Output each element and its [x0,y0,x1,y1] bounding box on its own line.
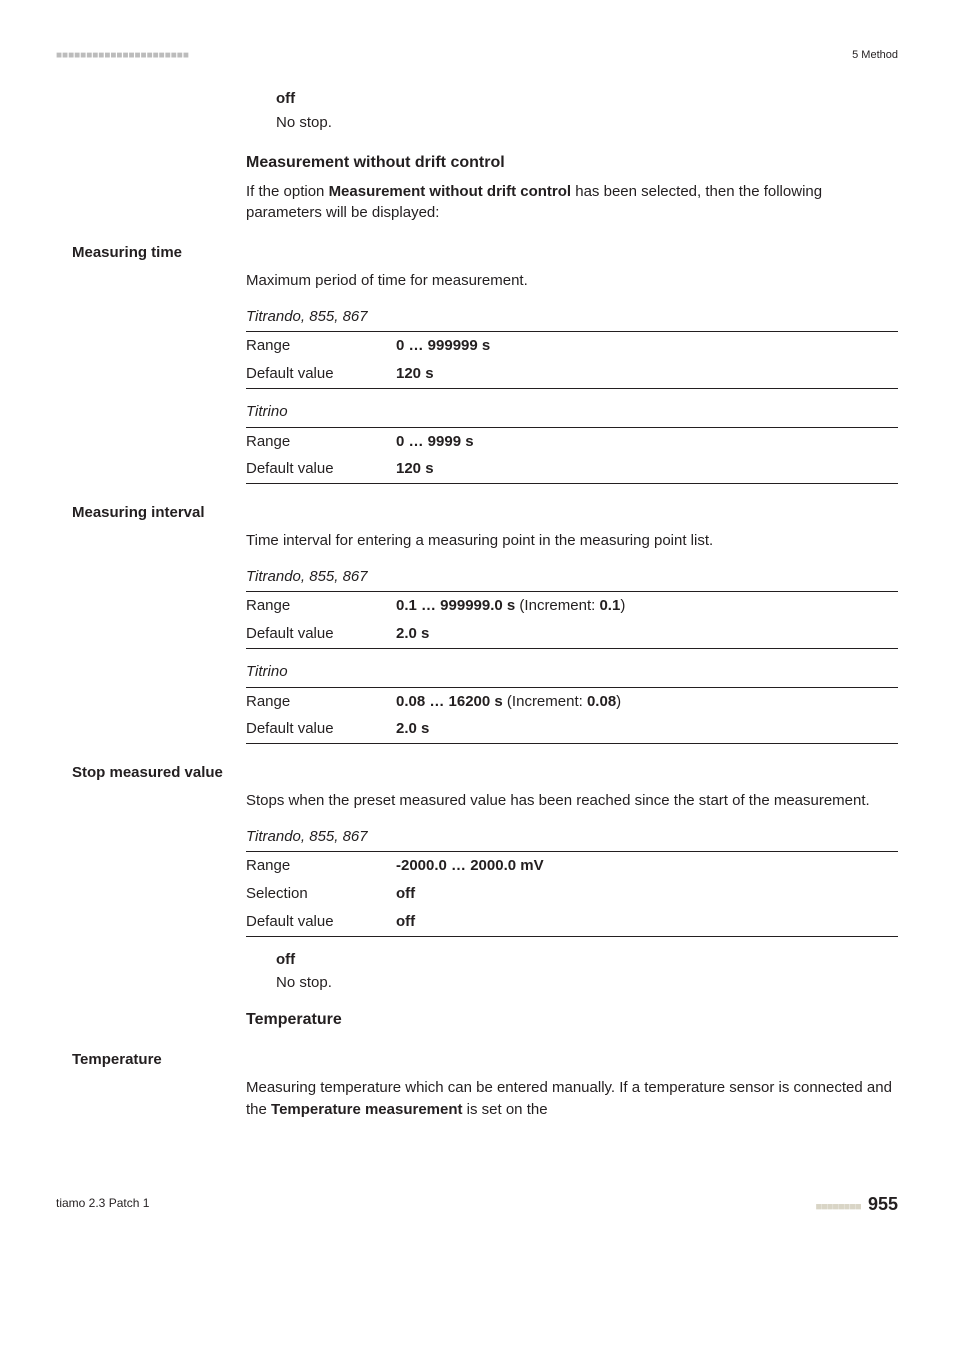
cell-val-bold: 0 … 9999 s [396,433,474,450]
table-row: Range -2000.0 … 2000.0 mV [246,852,898,880]
measuring-time-table1: Range 0 … 999999 s Default value 120 s [246,331,898,389]
measuring-time-group1-caption: Titrando, 855, 867 [246,306,898,328]
temperature-desc-bold: Temperature measurement [271,1101,462,1118]
measurement-intro-pre: If the option [246,183,329,200]
range-mid: (Increment: [515,597,599,614]
cell-val: 0.08 … 16200 s (Increment: 0.08) [396,687,898,715]
range-post: ) [620,597,625,614]
measuring-time-label: Measuring time [72,242,898,264]
cell-val: off [396,908,898,936]
stop-measured-off-block: off No stop. [276,949,898,995]
cell-val-bold: 120 s [396,365,434,382]
measuring-interval-table2: Range 0.08 … 16200 s (Increment: 0.08) D… [246,687,898,745]
table-row: Default value off [246,908,898,936]
header-section-label: 5 Method [852,48,898,64]
cell-val-bold: -2000.0 … 2000.0 mV [396,857,544,874]
measuring-interval-block: Time interval for entering a measuring p… [246,530,898,744]
stop-measured-desc: Stops when the preset measured value has… [246,790,898,812]
footer-right: ■■■■■■■■ 955 [815,1191,898,1217]
footer-left: tiamo 2.3 Patch 1 [56,1195,149,1212]
range-mid: (Increment: [503,693,587,710]
cell-val: -2000.0 … 2000.0 mV [396,852,898,880]
cell-val: 2.0 s [396,715,898,743]
header-marker: ■■■■■■■■■■■■■■■■■■■■■■ [56,49,189,64]
temperature-heading: Temperature [246,1008,898,1031]
stop-measured-group1-caption: Titrando, 855, 867 [246,826,898,848]
cell-val: off [396,880,898,908]
stop-measured-off-label: off [276,949,898,971]
table-row: Default value 2.0 s [246,620,898,648]
cell-key: Default value [246,620,396,648]
footer-page-number: 955 [868,1194,898,1214]
cell-val-bold: 2.0 s [396,720,429,737]
cell-key: Default value [246,715,396,743]
cell-key: Range [246,427,396,455]
cell-key: Range [246,332,396,360]
table-row: Default value 120 s [246,360,898,388]
range-post: ) [616,693,621,710]
measuring-time-table2: Range 0 … 9999 s Default value 120 s [246,427,898,485]
cell-val-bold: off [396,885,415,902]
measuring-time-group2-caption: Titrino [246,401,898,423]
temperature-param-label: Temperature [72,1049,898,1071]
cell-val-bold: 0 … 999999 s [396,337,490,354]
cell-val: 2.0 s [396,620,898,648]
stop-measured-table1: Range -2000.0 … 2000.0 mV Selection off … [246,851,898,936]
cell-val-bold: 120 s [396,460,434,477]
table-row: Default value 120 s [246,455,898,483]
temperature-desc: Measuring temperature which can be enter… [246,1077,898,1121]
option-off-label: off [276,88,898,110]
measuring-interval-group1-caption: Titrando, 855, 867 [246,566,898,588]
measurement-heading: Measurement without drift control [246,151,898,174]
cell-val: 0.1 … 999999.0 s (Increment: 0.1) [396,592,898,620]
cell-val-bold: off [396,913,415,930]
cell-key: Range [246,852,396,880]
table-row: Range 0.1 … 999999.0 s (Increment: 0.1) [246,592,898,620]
page-header: ■■■■■■■■■■■■■■■■■■■■■■ 5 Method [56,48,898,64]
cell-val: 0 … 9999 s [396,427,898,455]
table-row: Default value 2.0 s [246,715,898,743]
range-inc: 0.08 [587,693,616,710]
stop-measured-block: Stops when the preset measured value has… [246,790,898,1031]
measurement-intro-bold: Measurement without drift control [329,183,572,200]
cell-key: Range [246,687,396,715]
temperature-block: Measuring temperature which can be enter… [246,1077,898,1121]
cell-val: 0 … 999999 s [396,332,898,360]
measuring-interval-desc: Time interval for entering a measuring p… [246,530,898,552]
range-val: 0.1 … 999999.0 s [396,597,515,614]
page-content: off No stop. Measurement without drift c… [56,88,898,1121]
stop-measured-label: Stop measured value [72,762,898,784]
measuring-interval-label: Measuring interval [72,502,898,524]
stop-measured-off-desc: No stop. [276,972,898,994]
measuring-time-desc: Maximum period of time for measurement. [246,270,898,292]
measurement-intro: If the option Measurement without drift … [246,181,898,225]
measurement-section: Measurement without drift control If the… [246,151,898,224]
cell-key: Range [246,592,396,620]
measuring-interval-table1: Range 0.1 … 999999.0 s (Increment: 0.1) … [246,591,898,649]
option-off-desc: No stop. [276,112,898,134]
cell-val: 120 s [396,360,898,388]
measuring-time-block: Maximum period of time for measurement. … [246,270,898,484]
cell-val-bold: 2.0 s [396,625,429,642]
table-row: Range 0.08 … 16200 s (Increment: 0.08) [246,687,898,715]
cell-key: Default value [246,455,396,483]
range-inc: 0.1 [599,597,620,614]
cell-val: 120 s [396,455,898,483]
cell-key: Default value [246,360,396,388]
cell-key: Selection [246,880,396,908]
option-off-block: off No stop. [276,88,898,134]
table-row: Range 0 … 9999 s [246,427,898,455]
table-row: Selection off [246,880,898,908]
measuring-interval-group2-caption: Titrino [246,661,898,683]
cell-key: Default value [246,908,396,936]
temperature-desc-post: is set on the [463,1101,548,1118]
footer-marker: ■■■■■■■■ [815,1201,860,1213]
table-row: Range 0 … 999999 s [246,332,898,360]
range-val: 0.08 … 16200 s [396,693,503,710]
page-footer: tiamo 2.3 Patch 1 ■■■■■■■■ 955 [56,1191,898,1217]
